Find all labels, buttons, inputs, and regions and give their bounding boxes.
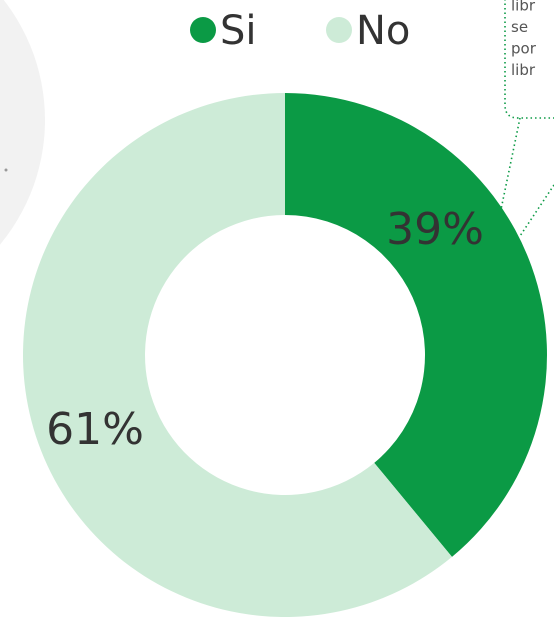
callout-text: por xyxy=(511,40,537,58)
callout-text: libr xyxy=(511,61,536,79)
legend-label: No xyxy=(356,8,410,54)
pie-slice xyxy=(22,93,453,618)
dot xyxy=(4,168,8,172)
data-label: 61% xyxy=(46,404,144,455)
callout-line xyxy=(519,184,554,237)
callout-box xyxy=(504,0,554,119)
background-circle xyxy=(0,0,45,245)
legend-marker xyxy=(326,17,352,43)
data-label: 39% xyxy=(386,204,484,255)
callout-text: libr xyxy=(511,0,536,15)
pie-slice xyxy=(285,93,547,557)
callout-text: se xyxy=(511,18,528,36)
legend-marker xyxy=(190,17,216,43)
legend-label: Si xyxy=(220,8,257,54)
